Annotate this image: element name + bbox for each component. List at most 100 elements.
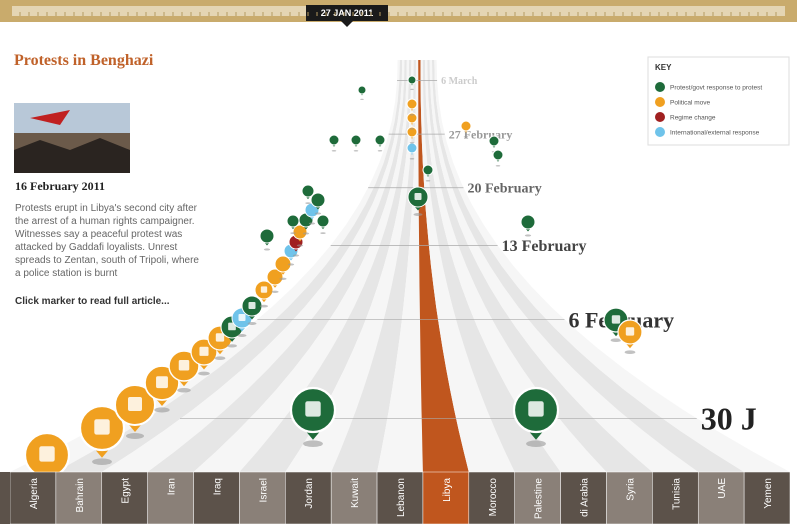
pin-head[interactable]	[329, 135, 339, 145]
country-label: Bahrain	[75, 478, 86, 512]
pin-head[interactable]	[408, 76, 416, 84]
pin-shadow	[92, 458, 112, 465]
pin-shadow	[303, 232, 309, 234]
pin-head[interactable]	[302, 185, 314, 197]
pin-shadow	[410, 89, 414, 90]
country-label: Iraq	[212, 478, 223, 495]
key-label: Protest/govt response to protest	[670, 85, 762, 92]
pin-shadow	[238, 334, 247, 337]
key-swatch	[655, 82, 665, 92]
pin-head[interactable]	[423, 165, 433, 175]
pin-shadow	[288, 263, 294, 265]
pin-icon	[239, 314, 246, 321]
pin-head[interactable]	[521, 215, 535, 229]
pin-shadow	[410, 142, 415, 144]
pin-head[interactable]	[461, 121, 471, 131]
timeline-pointer	[341, 21, 353, 27]
pin-shadow	[320, 232, 325, 234]
pin-icon	[39, 446, 54, 461]
pin-shadow	[526, 440, 546, 447]
pin-shadow	[290, 232, 295, 234]
key-swatch	[655, 97, 665, 107]
date-label: 6 March	[441, 76, 478, 87]
article-date: 16 February 2011	[15, 179, 105, 194]
pin-shadow	[414, 213, 423, 216]
pin-icon	[305, 401, 320, 416]
pin-icon	[156, 376, 168, 388]
pin-shadow	[126, 433, 144, 439]
date-label: 27 February	[449, 127, 513, 141]
pin-head[interactable]	[287, 215, 299, 227]
pin-shadow	[198, 372, 210, 376]
pin-icon	[612, 315, 620, 323]
key-label: Political move	[670, 100, 710, 107]
pin-shadow	[625, 350, 636, 354]
pin-shadow	[410, 158, 415, 160]
pin-head[interactable]	[358, 86, 366, 94]
key-swatch	[655, 127, 665, 137]
pin-shadow	[227, 344, 237, 347]
pin-shadow	[293, 254, 299, 256]
pin-head[interactable]	[260, 229, 274, 243]
pin-icon	[249, 302, 256, 309]
pin-icon	[216, 333, 224, 341]
country-label: Libya	[442, 478, 453, 502]
page: 27 JAN 2011 6 March27 February20 Februar…	[0, 0, 797, 524]
country-label: Algeria	[29, 478, 40, 510]
country-bar: Algeria Bahrain Egypt Iran Iraq Israel Jordan K…	[10, 472, 790, 524]
pin-shadow	[360, 99, 364, 100]
pin-shadow	[177, 388, 191, 393]
pin-icon	[626, 327, 634, 335]
pin-head[interactable]	[407, 99, 417, 109]
date-label: 20 February	[467, 182, 541, 197]
country-label: Egypt	[121, 478, 132, 504]
pin-shadow	[496, 165, 501, 167]
pin-icon	[528, 401, 543, 416]
country-label: Jordan	[304, 478, 315, 509]
country-label: di Arabia	[580, 478, 591, 517]
country-label: Israel	[258, 478, 269, 502]
pin-shadow	[525, 234, 531, 236]
date-label: 30 J	[701, 401, 757, 437]
pin-shadow	[215, 356, 226, 360]
key-swatch	[655, 112, 665, 122]
country-label: UAE	[717, 478, 728, 499]
pin-shadow	[378, 150, 383, 152]
key-label: International/external response	[670, 130, 760, 137]
pin-head[interactable]	[317, 215, 329, 227]
pin-shadow	[303, 440, 323, 447]
pin-shadow	[305, 202, 310, 204]
pin-icon	[261, 286, 267, 292]
pin-shadow	[464, 136, 469, 138]
pin-shadow	[279, 278, 286, 280]
key-title: KEY	[655, 63, 672, 72]
article-text: Protests erupt in Libya's second city af…	[15, 202, 205, 280]
country-label: Yemen	[763, 478, 774, 509]
country-label: Syria	[625, 478, 636, 501]
pin-head[interactable]	[493, 150, 503, 160]
pin-shadow	[354, 150, 359, 152]
country-label: Lebanon	[396, 478, 407, 517]
country-label: Kuwait	[350, 478, 361, 508]
pin-icon	[415, 193, 422, 200]
pin-shadow	[426, 180, 431, 182]
pin-head[interactable]	[489, 136, 499, 146]
pin-shadow	[154, 407, 169, 412]
country-label: Iran	[167, 478, 178, 495]
pin-head[interactable]	[311, 193, 325, 207]
pin-shadow	[332, 150, 337, 152]
pin-head[interactable]	[375, 135, 385, 145]
pin-head[interactable]	[351, 135, 361, 145]
pin-icon	[179, 360, 190, 371]
pin-head[interactable]	[407, 143, 417, 153]
pin-icon	[128, 397, 142, 411]
pin-shadow	[410, 114, 415, 116]
country-label: Palestine	[534, 478, 545, 520]
pin-shadow	[315, 212, 321, 214]
pin-shadow	[264, 248, 270, 250]
article-link[interactable]: Click marker to read full article...	[15, 296, 170, 307]
country-label: Tunisia	[671, 478, 682, 510]
pin-shadow	[309, 222, 315, 224]
pin-shadow	[260, 305, 268, 308]
article-title: Protests in Benghazi	[14, 52, 153, 70]
